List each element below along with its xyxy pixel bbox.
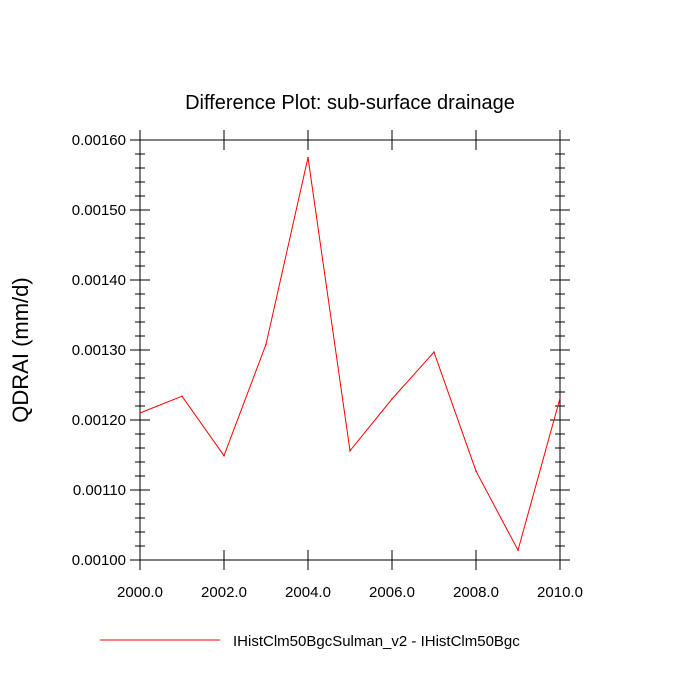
data-point — [139, 412, 141, 414]
chart-title: Difference Plot: sub-surface drainage — [185, 92, 515, 114]
data-point — [349, 450, 351, 452]
data-point — [307, 156, 309, 159]
y-tick-label: 0.00100 — [72, 552, 126, 569]
y-axis-label: QDRAI (mm/d) — [8, 277, 33, 422]
x-tick-label: 2004.0 — [285, 584, 331, 601]
data-point — [475, 470, 477, 472]
data-point — [433, 351, 435, 353]
data-point — [517, 549, 519, 551]
plot-frame — [139, 139, 561, 561]
x-tick-label: 2010.0 — [537, 584, 583, 601]
data-point — [223, 454, 225, 457]
x-tick-label: 2006.0 — [369, 584, 415, 601]
data-point — [181, 395, 183, 398]
legend-label: IHistClm50BgcSulman_v2 - IHistClm50Bgc — [233, 633, 520, 650]
x-tick-label: 2000.0 — [117, 584, 163, 601]
y-tick-label: 0.00110 — [73, 482, 126, 499]
x-tick-label: 2008.0 — [453, 584, 499, 601]
data-point — [265, 343, 267, 346]
data-point — [391, 398, 393, 400]
y-tick-label: 0.00130 — [72, 342, 126, 359]
y-tick-label: 0.00140 — [72, 272, 126, 289]
legend: IHistClm50BgcSulman_v2 - IHistClm50Bgc — [100, 633, 520, 650]
series-line — [139, 157, 561, 552]
y-tick-label: 0.00150 — [72, 202, 126, 219]
data-point — [559, 397, 561, 400]
axes: 0.00100 0.00110 0.00120 0.00130 0.00140 0.001… — [72, 130, 583, 601]
x-tick-label: 2002.0 — [201, 584, 247, 601]
series-layer — [139, 156, 561, 552]
y-tick-label: 0.00160 — [72, 132, 126, 149]
y-tick-label: 0.00120 — [72, 412, 126, 429]
